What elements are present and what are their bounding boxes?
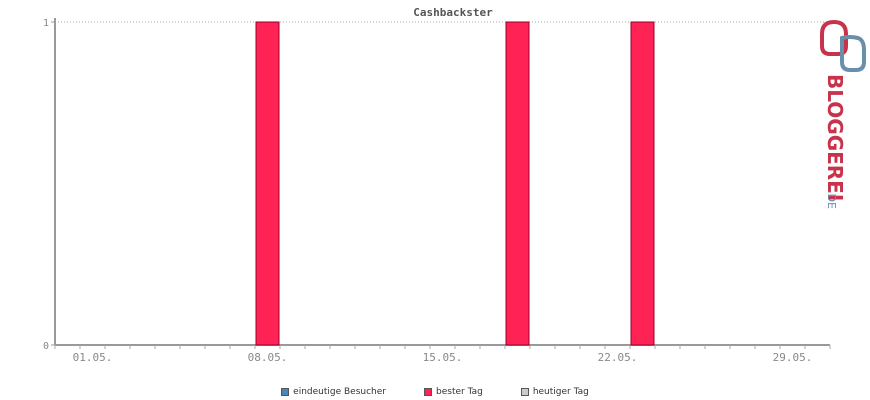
axes — [54, 18, 830, 346]
legend-item-visitors[interactable]: eindeutige Besucher — [281, 385, 386, 399]
x-tick-label: 01.05. — [73, 351, 113, 364]
bar-bester-tag — [255, 21, 280, 346]
legend-item-best-day[interactable]: bester Tag — [424, 385, 483, 399]
legend-label-today: heutiger Tag — [532, 387, 589, 397]
y-tick-label: 1 — [43, 18, 49, 29]
x-tick-label: 22.05. — [598, 351, 638, 364]
logo-mark-red — [820, 19, 848, 56]
logo-domain: .DE — [825, 190, 838, 209]
x-tick-label: 15.05. — [423, 351, 463, 364]
x-tick-label: 08.05. — [248, 351, 288, 364]
ticks: 0 1 01.05. 08.05. 15.05. 22.05. 29.05. — [43, 18, 831, 364]
logo-wordmark: BLOGGEREI — [823, 74, 847, 201]
legend-label-best-day: bester Tag — [436, 387, 483, 397]
x-tick-label: 29.05. — [773, 351, 813, 364]
bars — [255, 21, 655, 346]
bar-bester-tag — [505, 21, 530, 346]
bloggerei-logo[interactable]: BLOGGEREI .DE — [812, 18, 868, 218]
legend-item-today[interactable]: heutiger Tag — [520, 385, 589, 399]
legend-swatch-today — [520, 388, 529, 396]
logo-mark-blue — [840, 35, 866, 72]
bar-bester-tag — [630, 21, 655, 346]
legend: eindeutige Besucher bester Tag heutiger … — [0, 385, 870, 399]
chart-title: Cashbackster — [413, 6, 493, 19]
legend-swatch-best-day — [424, 388, 432, 396]
legend-label-visitors: eindeutige Besucher — [293, 387, 386, 397]
y-tick-label: 0 — [43, 341, 49, 352]
legend-swatch-visitors — [281, 388, 290, 396]
